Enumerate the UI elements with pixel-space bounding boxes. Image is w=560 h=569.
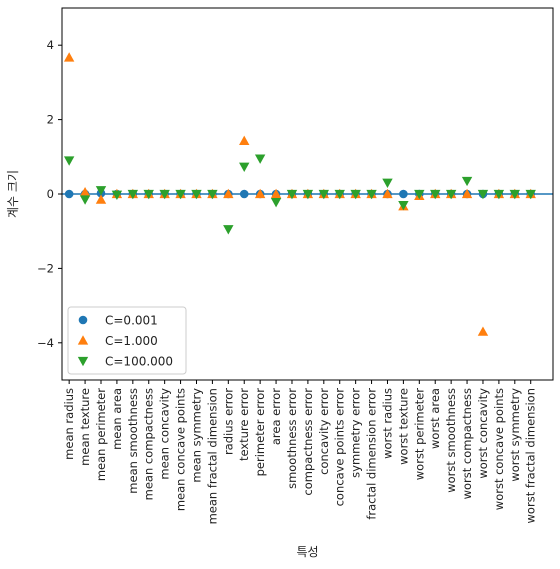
data-point <box>477 326 489 336</box>
x-axis-ticks: mean radius mean texture mean perimeter mea… <box>62 380 538 524</box>
y-tick-label: 0 <box>47 187 54 201</box>
x-tick-label: mean compactness <box>142 388 156 500</box>
series-3 <box>63 154 536 235</box>
x-tick-label: concave points error <box>333 388 347 507</box>
data-point <box>525 189 536 200</box>
data-point <box>191 189 202 200</box>
x-tick-label: worst area <box>428 388 442 449</box>
x-tick-label: mean smoothness <box>126 388 140 494</box>
x-tick-label: mean concave points <box>174 388 188 511</box>
legend-box <box>67 306 187 375</box>
data-point <box>127 189 139 200</box>
x-tick-label: mean perimeter <box>94 388 108 481</box>
legend-entry: C=1.000 <box>77 334 158 348</box>
data-point <box>302 189 314 200</box>
data-point <box>382 178 393 189</box>
data-point <box>239 189 249 199</box>
x-tick-label: compactness error <box>301 388 315 496</box>
data-point <box>366 189 377 200</box>
x-tick-label: worst symmetry <box>508 388 522 482</box>
x-tick-label: symmetry error <box>349 388 363 478</box>
data-point <box>270 198 282 208</box>
data-point <box>63 52 75 62</box>
legend-label: C=1.000 <box>105 334 158 348</box>
data-point <box>111 190 123 200</box>
y-tick-label: 4 <box>47 38 54 52</box>
legend-marker <box>77 335 89 345</box>
data-point <box>95 194 107 204</box>
data-point <box>95 186 107 196</box>
x-tick-label: area error <box>269 388 283 445</box>
y-axis-ticks: −4 −2 0 2 4 <box>37 38 62 350</box>
x-tick-label: fractal dimension error <box>365 388 379 520</box>
x-tick-label: worst perimeter <box>412 388 426 480</box>
data-point <box>159 189 170 200</box>
data-point <box>382 188 393 199</box>
x-tick-label: mean texture <box>78 388 92 466</box>
y-tick-label: −2 <box>37 261 54 275</box>
data-point <box>430 189 441 200</box>
legend-label: C=0.001 <box>105 314 158 328</box>
x-tick-label: mean symmetry <box>189 388 203 483</box>
x-tick-label: concavity error <box>317 388 331 475</box>
x-tick-label: texture error <box>237 388 251 461</box>
data-point <box>477 189 489 200</box>
x-tick-label: perimeter error <box>253 388 267 477</box>
x-tick-label: mean fractal dimension <box>205 388 219 524</box>
data-point <box>207 189 218 200</box>
data-point <box>350 189 361 200</box>
legend-entry: C=100.000 <box>77 355 173 369</box>
data-point <box>334 189 345 200</box>
data-point <box>509 189 521 200</box>
data-point <box>254 154 266 164</box>
data-point <box>79 195 91 205</box>
x-tick-label: worst fractal dimension <box>524 388 538 523</box>
data-point <box>143 189 154 200</box>
data-point <box>223 225 234 235</box>
data-point <box>461 176 473 187</box>
data-marks <box>63 52 536 336</box>
data-point <box>414 189 425 200</box>
data-point <box>399 189 408 199</box>
y-tick-label: 2 <box>47 113 54 127</box>
x-tick-label: worst radius <box>380 388 394 459</box>
x-tick-label: worst texture <box>396 388 410 465</box>
x-tick-label: worst concave points <box>492 388 506 510</box>
x-tick-label: worst concavity <box>476 388 490 479</box>
x-tick-label: mean area <box>110 388 124 450</box>
data-point <box>64 189 74 199</box>
data-point <box>79 186 91 197</box>
legend-marker <box>77 356 89 367</box>
data-point <box>493 189 505 200</box>
data-point <box>223 188 234 199</box>
data-point <box>461 188 473 199</box>
data-point <box>318 189 330 200</box>
data-point <box>175 189 186 200</box>
x-tick-label: mean concavity <box>158 388 172 480</box>
y-tick-label: −4 <box>37 336 54 350</box>
x-tick-label: worst compactness <box>460 388 474 499</box>
data-point <box>270 188 282 199</box>
legend-label: C=100.000 <box>105 355 173 369</box>
plot-frame <box>61 7 554 381</box>
x-tick-label: smoothness error <box>285 388 299 489</box>
data-point <box>239 135 250 145</box>
legend: C=0.001 C=1.000 C=100.000 <box>67 306 187 375</box>
data-point <box>254 188 266 199</box>
x-axis-label: 특성 <box>296 545 318 559</box>
data-point <box>286 189 298 200</box>
legend-entry: C=0.001 <box>78 314 158 328</box>
x-tick-label: radius error <box>221 388 235 455</box>
data-point <box>398 201 409 211</box>
x-tick-label: worst smoothness <box>444 388 458 493</box>
data-point <box>63 156 75 166</box>
y-axis-label: 계수 크기 <box>6 170 20 218</box>
data-point <box>239 162 250 173</box>
x-tick-label: mean radius <box>62 388 76 460</box>
data-point <box>445 189 457 200</box>
legend-marker <box>78 315 88 325</box>
